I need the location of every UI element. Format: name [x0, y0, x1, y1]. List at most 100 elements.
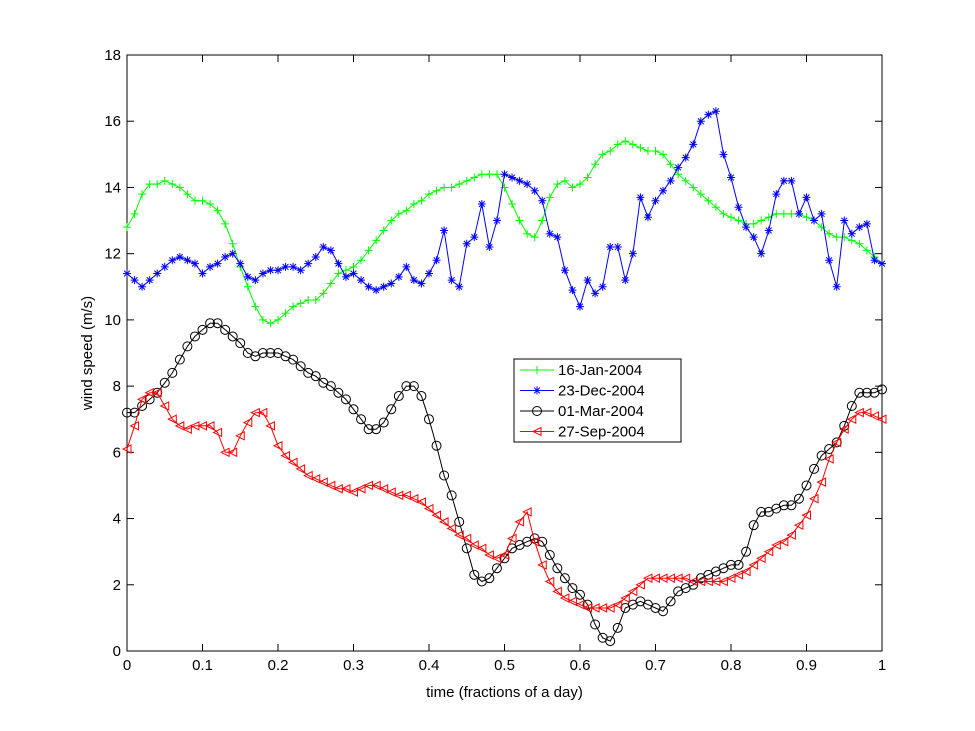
- data-point-triangle: [212, 427, 223, 438]
- data-point-circle: [189, 331, 200, 342]
- data-point-triangle: [484, 550, 494, 560]
- data-point-star: [711, 107, 720, 116]
- data-point-triangle: [438, 517, 449, 527]
- data-point-triangle: [756, 553, 766, 564]
- data-point-plus: [621, 137, 630, 146]
- data-point-circle: [877, 384, 887, 395]
- x-axis-label: time (fractions of a day): [426, 684, 583, 701]
- data-point-plus: [477, 170, 486, 179]
- data-point-star: [477, 200, 486, 208]
- data-point-plus: [576, 180, 584, 189]
- data-point-triangle: [786, 530, 796, 540]
- data-point-plus: [727, 213, 735, 222]
- data-point-triangle: [559, 593, 570, 603]
- data-point-circle: [310, 371, 321, 382]
- data-point-star: [666, 176, 675, 185]
- data-point-triangle: [529, 536, 540, 547]
- data-point-plus: [591, 160, 600, 169]
- data-point-triangle: [318, 477, 328, 487]
- data-point-star: [538, 196, 547, 205]
- data-point-circle: [167, 367, 178, 378]
- data-point-circle: [401, 381, 412, 392]
- data-point-triangle: [416, 497, 426, 507]
- y-tick-label: 18: [104, 47, 121, 64]
- data-point-plus: [832, 233, 841, 242]
- data-point-plus: [613, 140, 622, 149]
- data-point-star: [530, 186, 539, 195]
- data-point-circle: [778, 500, 789, 511]
- data-point-star: [470, 233, 479, 242]
- data-point-circle: [575, 589, 585, 600]
- data-point-triangle: [514, 517, 525, 527]
- data-point-circle: [205, 318, 216, 329]
- y-tick-label: 4: [113, 511, 121, 528]
- data-point-plus: [583, 173, 592, 182]
- data-point-triangle: [174, 421, 185, 431]
- data-point-triangle: [544, 576, 555, 587]
- data-point-plus: [387, 216, 396, 225]
- data-point-star: [243, 272, 252, 281]
- data-point-star: [636, 193, 645, 202]
- data-point-star: [319, 243, 328, 252]
- data-point-star: [417, 279, 426, 288]
- data-point-plus: [198, 196, 207, 205]
- data-point-circle: [567, 583, 578, 594]
- data-point-star: [190, 259, 199, 268]
- data-point-plus: [304, 296, 313, 305]
- data-point-star: [281, 262, 290, 271]
- data-point-plus: [364, 246, 373, 255]
- data-point-star: [727, 173, 735, 182]
- data-point-triangle: [257, 407, 268, 418]
- data-point-triangle: [401, 490, 411, 501]
- data-point-circle: [416, 391, 427, 402]
- data-point-triangle: [371, 480, 381, 491]
- data-point-plus: [432, 186, 441, 195]
- data-point-triangle: [620, 593, 630, 603]
- data-point-plus: [274, 315, 282, 324]
- data-point-plus: [206, 200, 215, 208]
- data-point-circle: [590, 619, 601, 630]
- data-point-triangle: [605, 603, 615, 613]
- data-point-plus: [533, 366, 541, 374]
- data-point-circle: [212, 318, 223, 329]
- data-point-plus: [266, 319, 275, 328]
- data-point-plus: [455, 180, 464, 189]
- data-point-triangle: [778, 536, 789, 547]
- data-point-triangle: [808, 493, 819, 504]
- data-point-star: [425, 269, 433, 278]
- data-point-star: [372, 286, 381, 295]
- data-point-star: [258, 269, 267, 278]
- data-point-circle: [122, 407, 132, 418]
- data-point-star: [274, 266, 282, 275]
- data-point-star: [772, 190, 781, 199]
- data-point-triangle: [499, 550, 509, 560]
- data-point-star: [296, 266, 305, 275]
- data-point-star: [825, 256, 834, 265]
- data-point-plus: [258, 315, 267, 324]
- data-point-triangle: [287, 457, 298, 468]
- data-point-plus: [168, 180, 177, 189]
- data-point-plus: [855, 239, 864, 248]
- data-point-star: [500, 170, 509, 179]
- x-tick-label: 0.9: [796, 657, 817, 674]
- data-point-circle: [431, 440, 442, 451]
- data-point-circle: [748, 520, 759, 531]
- data-point-star: [779, 176, 788, 185]
- y-tick-label: 2: [113, 577, 121, 594]
- data-point-circle: [559, 573, 570, 584]
- data-point-plus: [138, 190, 147, 199]
- data-point-triangle: [869, 411, 879, 421]
- data-point-star: [606, 243, 615, 252]
- data-point-plus: [862, 246, 871, 255]
- data-point-circle: [491, 563, 502, 574]
- data-point-circle: [786, 500, 797, 511]
- data-point-star: [326, 246, 335, 255]
- data-point-plus: [553, 180, 562, 189]
- data-point-star: [485, 243, 494, 252]
- data-point-star: [576, 302, 584, 311]
- data-point-plus: [123, 223, 131, 232]
- data-point-circle: [371, 424, 382, 435]
- axis-ticks: 0 0.1 0.2 0.3 0.4 0.5 0.6 0.7 0.8 0.9 102468101214…: [104, 47, 886, 674]
- plot-area: [126, 54, 883, 652]
- data-point-plus: [598, 150, 607, 159]
